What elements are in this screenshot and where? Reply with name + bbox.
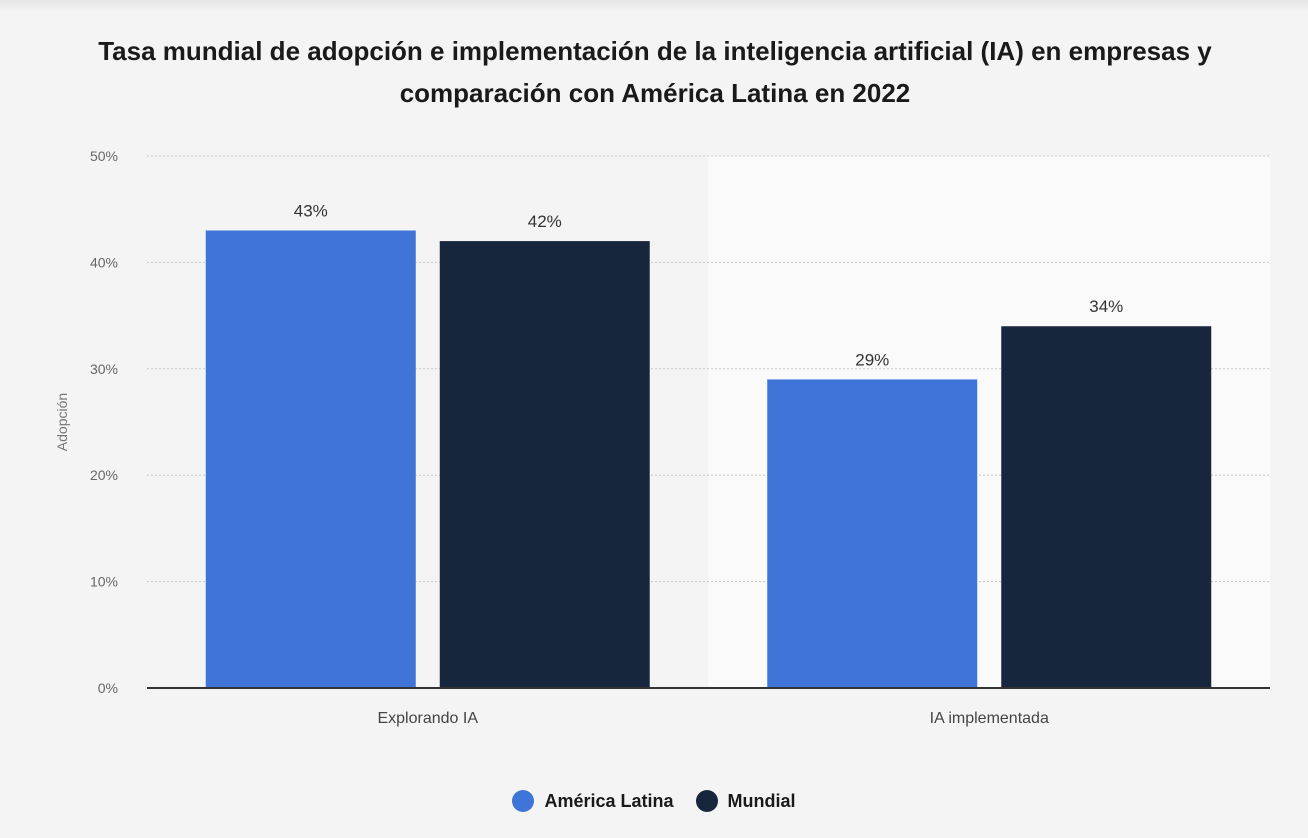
bar-1-1[interactable]: [1001, 326, 1212, 688]
gridlines: 0% 10% 20% 30% 40% 50%: [90, 148, 1270, 696]
top-shadow: [0, 0, 1308, 12]
legend-item-america-latina[interactable]: América Latina: [512, 790, 674, 812]
legend-item-mundial[interactable]: Mundial: [695, 790, 796, 812]
y-tick-label: 10%: [90, 574, 118, 590]
data-labels: 43% 42% 29% 34%: [294, 201, 1124, 369]
data-label-1-0: 42%: [528, 212, 562, 231]
bar-1-0[interactable]: [439, 241, 650, 688]
y-tick-label: 30%: [90, 361, 118, 377]
legend: América Latina Mundial: [0, 790, 1308, 812]
category-labels: Explorando IA IA implementada: [377, 710, 1048, 727]
data-label-0-1: 29%: [855, 350, 889, 369]
y-tick-label: 50%: [90, 148, 118, 164]
legend-label-america-latina: América Latina: [544, 790, 674, 811]
y-tick-label: 20%: [90, 467, 118, 483]
y-tick-label: 0%: [98, 680, 118, 696]
bar-chart: 0% 10% 20% 30% 40% 50% 43% 42% 29% 34% Explorand…: [54, 148, 1270, 727]
category-label-1: IA implementada: [930, 710, 1049, 727]
legend-label-mundial: Mundial: [727, 790, 796, 811]
bar-0-0[interactable]: [205, 230, 416, 689]
bar-0-1[interactable]: [767, 379, 978, 688]
legend-dot-america-latina: [512, 790, 535, 812]
bars: [205, 230, 1212, 689]
y-tick-label: 40%: [90, 254, 118, 270]
legend-dot-mundial: [695, 790, 718, 812]
y-axis-title: Adopción: [54, 393, 70, 451]
data-label-0-0: 43%: [294, 201, 328, 220]
data-label-1-1: 34%: [1089, 297, 1123, 316]
category-label-0: Explorando IA: [377, 710, 478, 727]
chart-title: Tasa mundial de adopción e implementació…: [98, 36, 1212, 108]
